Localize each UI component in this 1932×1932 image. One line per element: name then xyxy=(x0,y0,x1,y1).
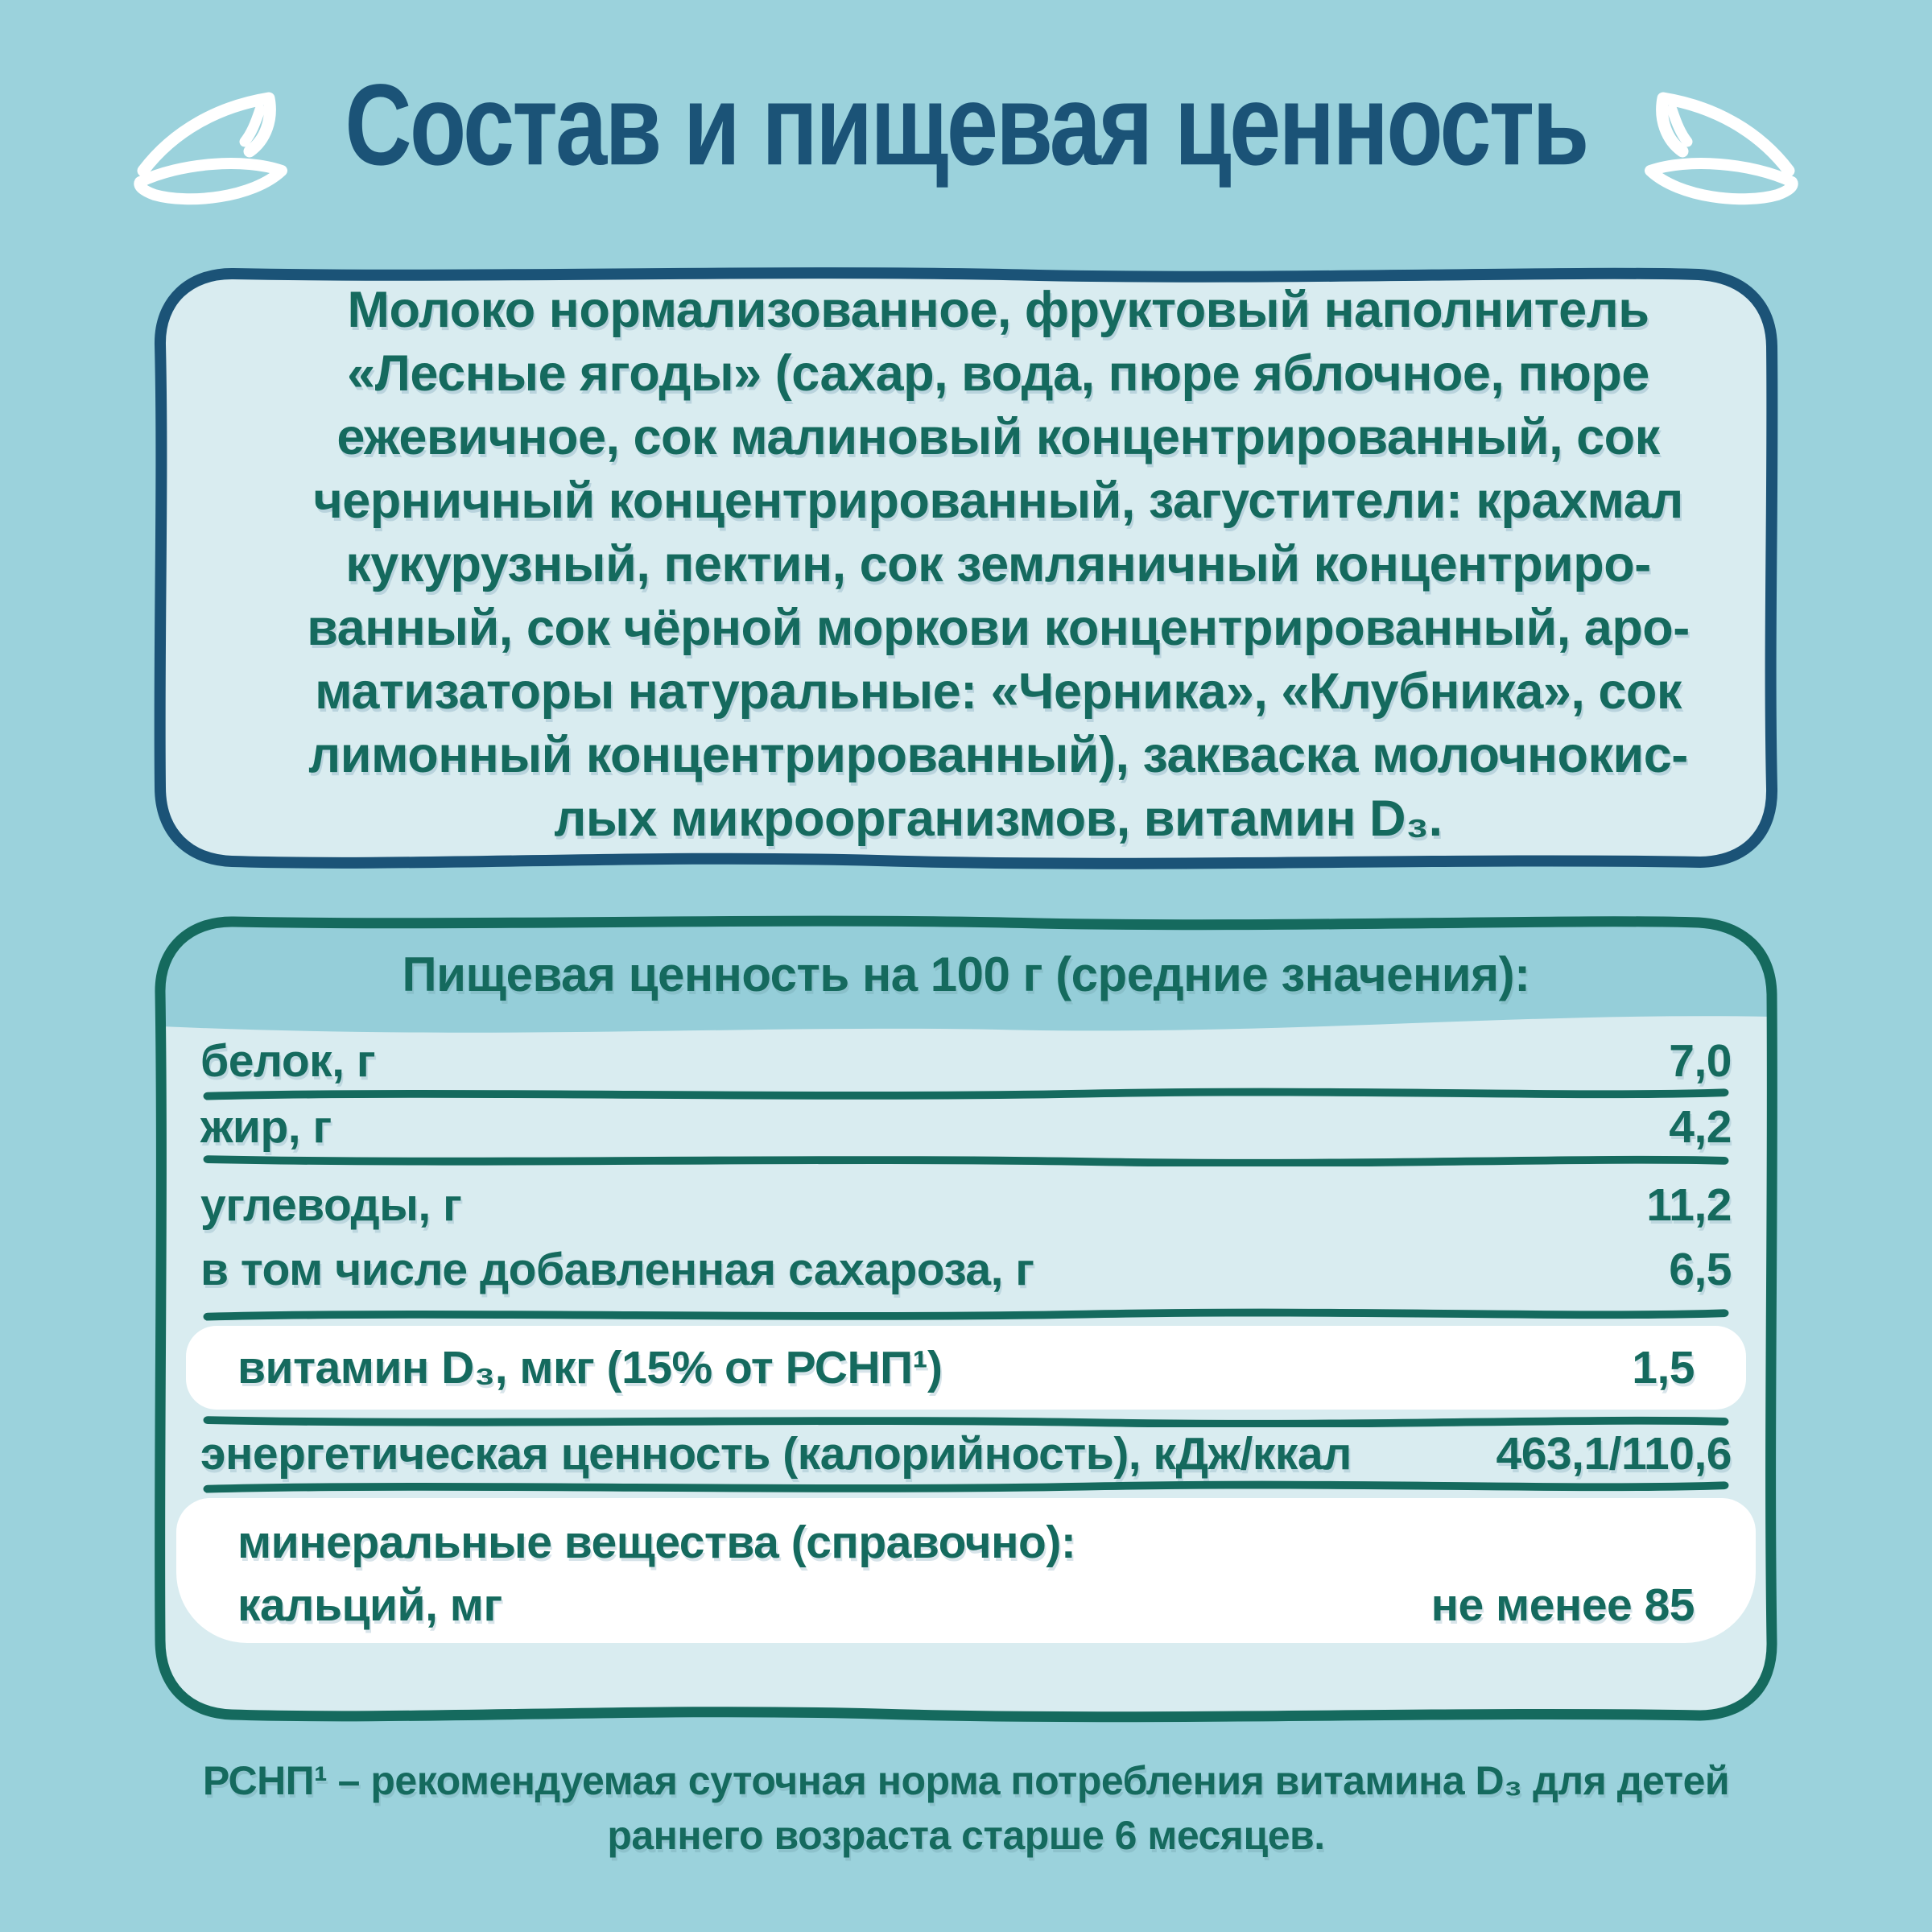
table-row-minerals-header: минеральные вещества (справочно): xyxy=(237,1511,1695,1574)
divider-line xyxy=(203,1416,1729,1427)
table-section-minerals: минеральные вещества (справочно): кальци… xyxy=(176,1498,1756,1643)
text-line: матизаторы натуральные: «Черника», «Клуб… xyxy=(315,663,1682,720)
row-label: жир, г xyxy=(200,1101,332,1153)
text-line: Молоко нормализованное, фруктовый наполн… xyxy=(347,282,1649,338)
table-row-protein: белок, г 7,0 xyxy=(200,1034,1732,1088)
row-label: кальций, мг xyxy=(237,1579,502,1631)
ingredients-panel: Молоко нормализованное, фруктовый наполн… xyxy=(153,266,1779,869)
text-line: черничный концентрированный, загустители… xyxy=(313,473,1683,529)
row-label: в том числе добавленная сахароза, г xyxy=(200,1244,1034,1295)
row-value: 463,1/110,6 xyxy=(1496,1428,1732,1480)
text-line: ванный, сок чёрной моркови концентрирова… xyxy=(307,600,1690,656)
row-value: не менее 85 xyxy=(1430,1579,1695,1631)
nutrition-panel: Пищевая ценность на 100 г (средние значе… xyxy=(153,914,1779,1723)
table-row-carbs: углеводы, г 11,2 xyxy=(200,1173,1732,1237)
text-line: лимонный концентрированный), закваска мо… xyxy=(308,727,1688,783)
row-label: витамин D₃, мкг (15% от РСНП¹) xyxy=(237,1342,943,1393)
text-line: лых микроорганизмов, витамин D₃. xyxy=(554,791,1443,847)
divider-line xyxy=(203,1480,1729,1493)
leaf-sprout-icon xyxy=(1645,92,1798,205)
row-value: 11,2 xyxy=(1646,1179,1732,1231)
text-line: «Лесные ягоды» (сахар, вода, пюре яблочн… xyxy=(347,345,1649,402)
row-label: энергетическая ценность (калорийность), … xyxy=(200,1428,1352,1480)
table-row-fat: жир, г 4,2 xyxy=(200,1100,1732,1154)
text-line: ежевичное, сок малиновый концентрированн… xyxy=(336,409,1660,465)
table-row-sucrose: в том числе добавленная сахароза, г 6,5 xyxy=(200,1237,1732,1302)
row-value: 1,5 xyxy=(1632,1342,1695,1393)
row-label: углеводы, г xyxy=(200,1179,462,1231)
footnote: РСНП¹ – рекомендуемая суточная норма пот… xyxy=(0,1753,1932,1863)
ingredients-text: Молоко нормализованное, фруктовый наполн… xyxy=(185,279,1811,851)
leaf-sprout-icon xyxy=(134,92,287,205)
text-line: раннего возраста старше 6 месяцев. xyxy=(607,1813,1325,1858)
divider-line xyxy=(203,1155,1729,1166)
table-row-energy: энергетическая ценность (калорийность), … xyxy=(200,1427,1732,1480)
row-label: белок, г xyxy=(200,1035,376,1087)
table-row-calcium: кальций, мг не менее 85 xyxy=(237,1574,1695,1637)
divider-line xyxy=(203,1088,1729,1100)
page-title: Состав и пищевая ценность xyxy=(345,60,1589,190)
row-value: 4,2 xyxy=(1669,1101,1732,1153)
row-value: 6,5 xyxy=(1669,1244,1732,1295)
divider-line xyxy=(203,1308,1729,1321)
table-row-vitamin-d3: витамин D₃, мкг (15% от РСНП¹) 1,5 xyxy=(186,1326,1746,1410)
row-label: минеральные вещества (справочно): xyxy=(237,1517,1076,1568)
row-value: 7,0 xyxy=(1669,1035,1732,1087)
text-line: РСНП¹ – рекомендуемая суточная норма пот… xyxy=(202,1758,1730,1803)
table-row-carbs-group: углеводы, г 11,2 в том числе добавленная… xyxy=(200,1166,1732,1308)
text-line: кукурузный, пектин, сок земляничный конц… xyxy=(345,536,1651,592)
nutrition-table-header: Пищевая ценность на 100 г (средние значе… xyxy=(402,947,1530,1001)
